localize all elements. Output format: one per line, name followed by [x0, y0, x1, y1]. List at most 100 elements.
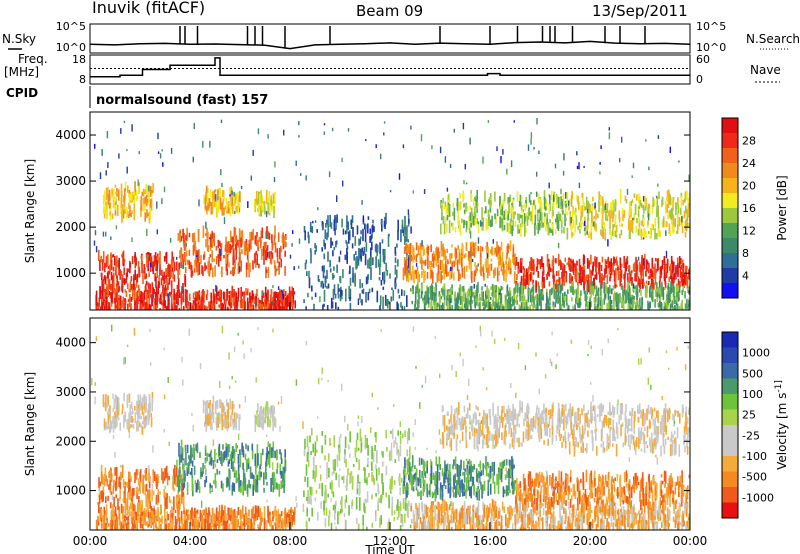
heat-cell [490, 286, 492, 290]
heat-cell [122, 251, 124, 264]
heat-cell [600, 283, 602, 291]
heat-cell [134, 505, 137, 518]
heat-cell [443, 205, 446, 210]
heat-scatter [146, 228, 148, 237]
heat-cell [193, 235, 195, 245]
heat-scatter [487, 120, 490, 123]
heat-scatter [559, 301, 562, 307]
heat-cell [335, 217, 337, 230]
heat-cell [146, 198, 149, 205]
heat-cell [218, 290, 220, 294]
heat-cell [590, 274, 592, 284]
heat-scatter [252, 149, 254, 156]
heat-cell [205, 475, 208, 483]
heat-cell [212, 196, 214, 207]
heat-scatter [289, 254, 292, 259]
heat-cell [323, 253, 326, 260]
heat-cell [160, 523, 162, 530]
heat-cell [262, 292, 265, 298]
heat-cell [218, 456, 221, 461]
heat-cell [132, 194, 135, 200]
heat-cell [542, 294, 544, 301]
heat-cell [176, 305, 178, 310]
heat-cell [330, 222, 333, 229]
heat-cell [270, 202, 273, 210]
heat-scatter [357, 298, 360, 305]
heat-cell [173, 468, 176, 482]
heat-cell [615, 299, 618, 307]
heat-cell [270, 291, 273, 300]
heat-cell [261, 195, 263, 202]
heat-cell [578, 206, 580, 210]
heat-cell [153, 305, 155, 309]
heat-cell [520, 279, 523, 286]
heat-cell [516, 191, 519, 203]
heat-cell [259, 415, 261, 428]
heat-cell [222, 189, 225, 202]
heat-scatter [410, 226, 412, 234]
heat-scatter [247, 201, 249, 208]
heat-cell [623, 273, 625, 280]
heat-cell [137, 394, 140, 405]
heat-cell [188, 454, 190, 460]
heat-cell [183, 501, 185, 511]
heat-cell [222, 483, 224, 492]
heat-cell [179, 466, 181, 475]
heat-cell [178, 507, 180, 516]
heat-cell [214, 473, 217, 486]
heat-cell [681, 223, 684, 234]
heat-cell [555, 279, 558, 293]
heat-cell [263, 407, 265, 417]
heat-cell [216, 207, 218, 218]
heat-cell [316, 229, 318, 233]
heat-cell [305, 306, 307, 310]
heat-cell [242, 481, 244, 494]
heat-cell [227, 478, 229, 487]
heat-cell [116, 466, 118, 479]
heat-cell [501, 206, 503, 216]
heat-cell [380, 220, 383, 225]
heat-cell [213, 232, 215, 243]
heat-cell [440, 295, 442, 300]
heat-cell [365, 276, 368, 285]
heat-cell [178, 262, 180, 271]
heat-cell [198, 290, 201, 303]
heat-cell [218, 187, 220, 195]
heat-cell [240, 237, 243, 246]
heat-cell [337, 306, 340, 310]
heat-cell [101, 259, 104, 271]
heat-cell [226, 457, 228, 461]
heat-cell [586, 274, 589, 279]
heat-cell [517, 282, 519, 294]
heat-scatter [464, 163, 466, 170]
heat-cell [241, 230, 244, 236]
heat-cell [192, 303, 194, 310]
heat-cell [643, 282, 645, 287]
heat-cell [228, 444, 231, 453]
noise-ytick-right-bottom: 10^0 [696, 41, 726, 54]
heat-cell [163, 287, 166, 296]
heat-cell [134, 287, 136, 291]
heat-cell [137, 284, 140, 293]
heat-cell [485, 206, 487, 214]
heat-cell [265, 241, 267, 249]
heat-cell [326, 305, 329, 310]
heat-cell [475, 196, 477, 208]
heat-cell [141, 483, 144, 488]
heat-cell [135, 190, 138, 202]
heat-cell [612, 263, 614, 272]
heat-cell [149, 199, 152, 208]
heat-cell [424, 259, 427, 265]
heat-cell [206, 188, 209, 193]
heat-cell [280, 458, 283, 464]
heat-cell [379, 263, 381, 276]
heat-cell [663, 301, 666, 307]
heat-cell [528, 274, 530, 286]
heat-cell [245, 459, 248, 472]
heat-cell [180, 439, 183, 454]
heat-cell [197, 479, 199, 490]
heat-cell [235, 246, 237, 260]
heat-cell [273, 295, 275, 305]
heat-cell [466, 298, 468, 310]
heat-cell [659, 271, 662, 279]
